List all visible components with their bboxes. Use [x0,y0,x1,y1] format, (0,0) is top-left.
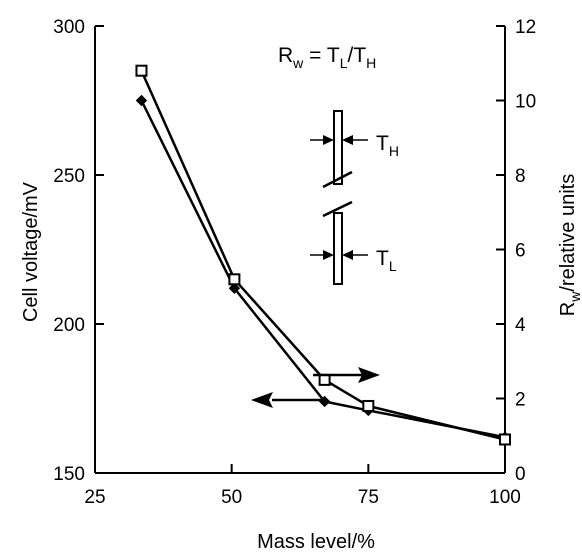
right-tick-label: 6 [515,241,526,262]
right-axis-label-main: R [557,302,579,316]
left-axis-label: Cell voltage/mV [20,181,42,322]
axis-indicator-arrows [251,367,380,408]
th-label-main: T [376,132,389,155]
th-label: TH [376,132,399,159]
series-line-1 [140,99,506,439]
diamond-marker [228,282,241,294]
tl-label-main: T [376,247,389,270]
right-tick-label: 8 [515,166,526,187]
break-mark-upper [322,170,353,189]
formula-rw: R [278,44,293,67]
right-tick-label: 0 [515,464,526,485]
square-marker [228,273,241,286]
strip-upper [333,110,343,185]
x-axis-label: Mass level/% [257,531,375,553]
series-layer [135,64,511,446]
bottom-ticks: 25 50 75 100 [84,464,521,508]
formula-equals: = [303,44,327,67]
formula-slash: / [347,44,353,67]
right-axis-label: Rw/relative units [557,174,582,316]
strip-lower [333,212,343,285]
x-tick-label: 50 [221,487,242,508]
x-tick-label: 25 [84,487,105,508]
right-tick-label: 10 [515,92,536,113]
formula-tl: T [327,44,340,67]
right-axis-indicator-arrow-head [358,367,380,383]
right-tick-label: 4 [515,315,526,336]
formula-annotation: Rw = TL/TH [278,44,376,71]
left-tick-label: 250 [53,166,85,187]
x-tick-label: 100 [489,487,521,508]
diamond-marker [135,94,148,107]
formula-th-sub: H [366,55,376,71]
tl-label: TL [376,247,397,274]
right-axis-label-sub: w [567,291,582,303]
square-marker [135,64,148,77]
th-arrow-left-head [323,135,334,145]
left-tick-label: 150 [53,464,85,485]
left-axis-indicator-arrow-head [251,392,273,408]
th-label-sub: H [389,143,399,159]
left-tick-label: 200 [53,315,85,336]
left-tick-label: 300 [53,17,85,38]
square-marker [318,373,331,386]
thickness-diagram [310,110,368,285]
square-marker [499,433,511,446]
formula-tl-sub: L [340,55,348,71]
x-tick-label: 75 [358,487,379,508]
right-tick-label: 2 [515,390,526,411]
tl-arrow-left-head [323,250,334,260]
th-arrow-right-head [342,135,353,145]
break-mark-lower [322,200,353,218]
formula-th: T [353,44,366,67]
tl-arrow-right-head [342,250,353,260]
right-axis-label-rest: /relative units [557,174,579,292]
right-ticks: 0 2 4 6 8 10 12 [496,17,536,485]
square-marker [362,399,375,412]
left-ticks: 150 200 250 300 [53,17,104,485]
formula-rw-sub: w [292,55,304,71]
tl-label-sub: L [389,258,397,274]
right-tick-label: 12 [515,17,536,38]
